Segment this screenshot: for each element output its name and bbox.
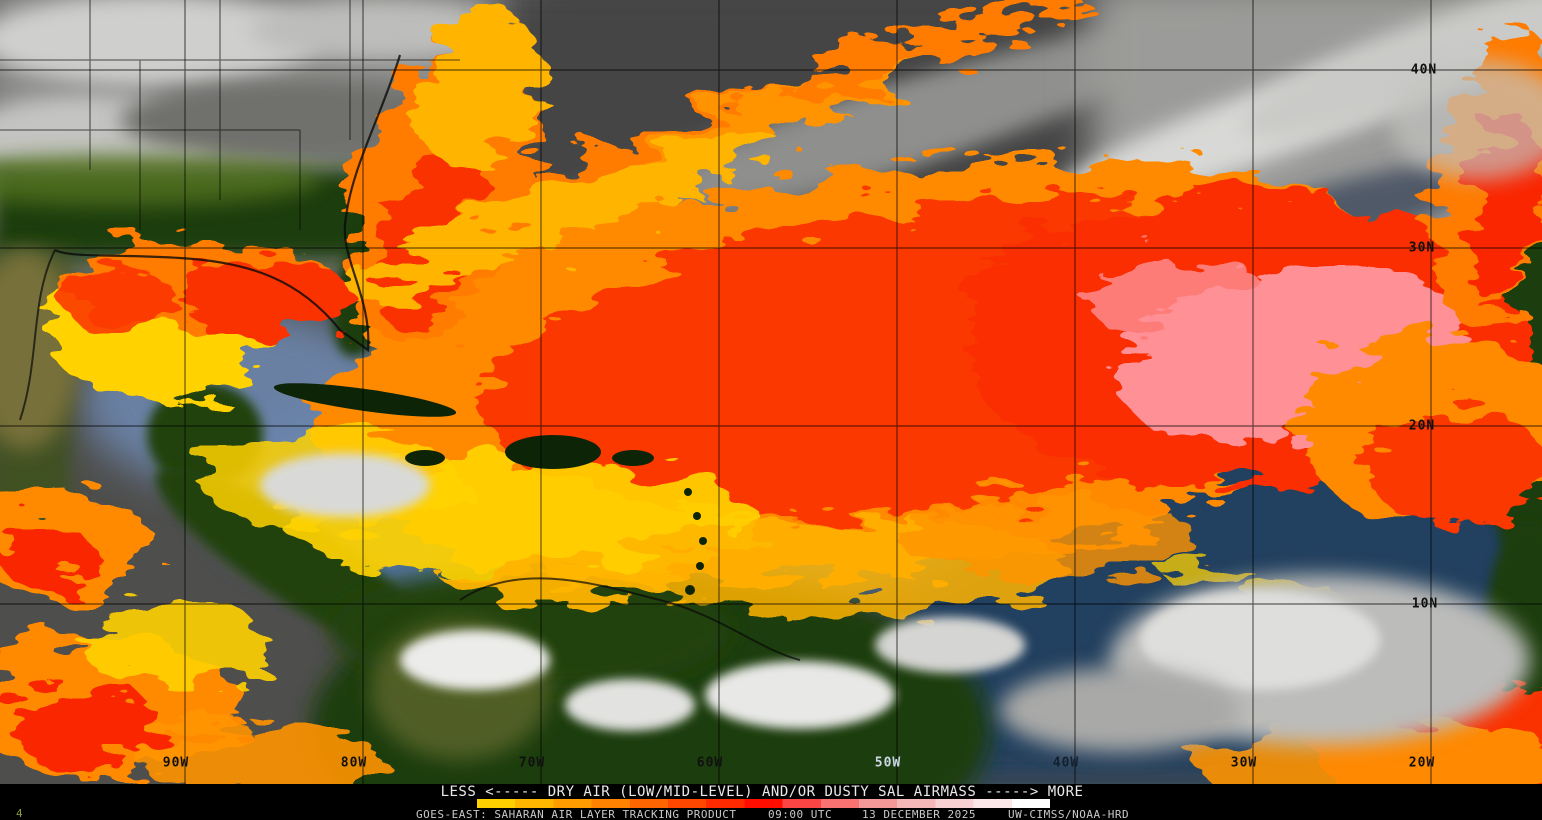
satellite-map-art: [0, 0, 1542, 784]
timestamp-utc: 09:00 UTC: [768, 808, 833, 820]
date-label: 13 DECEMBER 2025: [862, 808, 976, 820]
latlon-grid: [0, 0, 1542, 784]
cloud-layer-south: [260, 60, 1542, 752]
sal-plume-layer: [0, 0, 1542, 784]
frame-number: 4: [16, 807, 23, 820]
product-title: GOES-EAST: SAHARAN AIR LAYER TRACKING PR…: [416, 808, 737, 820]
caribbean-islands: [273, 383, 707, 595]
colorbar: [477, 799, 1050, 808]
credit-label: UW-CIMSS/NOAA-HRD: [1008, 808, 1130, 820]
legend-bar: LESS <----- DRY AIR (LOW/MID-LEVEL) AND/…: [0, 784, 1542, 820]
footer-line: GOES-EAST: SAHARAN AIR LAYER TRACKING PR…: [0, 808, 1542, 820]
colorbar-caption: LESS <----- DRY AIR (LOW/MID-LEVEL) AND/…: [440, 784, 1084, 800]
satellite-map: 40N 30N 20N 10N 90W 80W 70W 60W 50W 40W 30W 20W: [0, 0, 1542, 784]
